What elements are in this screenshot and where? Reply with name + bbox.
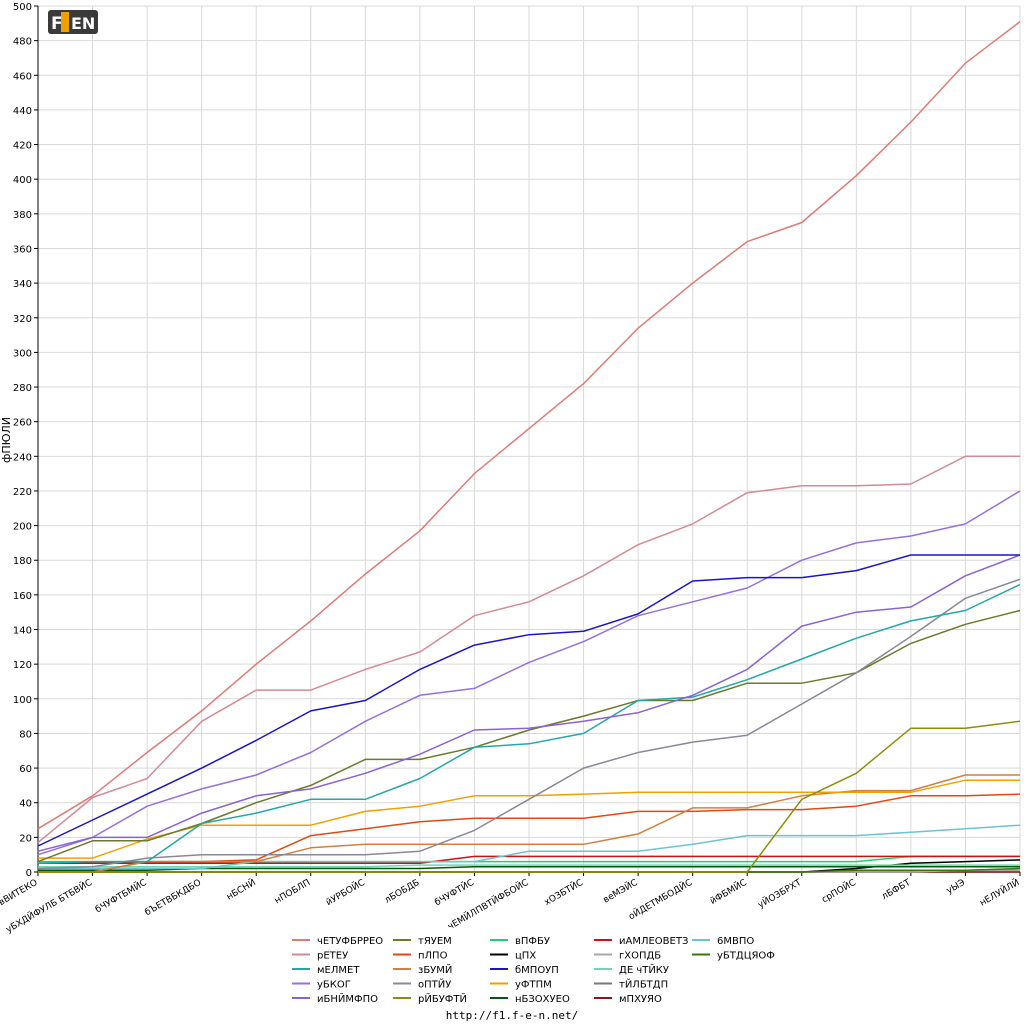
series-line	[37, 490, 1021, 856]
legend-label: рЙБУФТЙ	[418, 992, 467, 1005]
legend-label: рЕТЕУ	[317, 951, 348, 962]
svg-text:EN: EN	[71, 14, 95, 33]
y-tick-labels: 0 20 40 60 80 100 120 140 160 180 200 220 240 260 280 3…	[13, 2, 32, 879]
x-tick-label: уБХДЙФУЛБ БТБВЙС	[4, 876, 94, 935]
x-tick-label: бЪЕТВБКДБО	[143, 878, 203, 918]
y-tick-label: 160	[13, 591, 32, 602]
y-tick-label: 40	[19, 799, 32, 810]
series-line	[38, 774, 1020, 873]
y-tick-label: 420	[13, 141, 32, 152]
f1en-logo: F EN	[48, 8, 100, 36]
legend-label: оПТЙУ	[418, 978, 451, 991]
legend-label: иАМЛЕОВЕТЗ	[619, 936, 688, 947]
x-tick-label: уЙОЗБРХТ	[756, 876, 804, 911]
y-tick-label: 20	[19, 833, 32, 844]
legend-label: цПХ	[515, 951, 536, 962]
series-line	[37, 578, 1021, 870]
x-tick-label: вВИТЕКО	[0, 878, 40, 908]
legend-label: мПХУЯО	[619, 994, 662, 1005]
series-line	[38, 855, 1020, 865]
y-tick-label: 320	[13, 314, 32, 325]
y-tick-label: 480	[13, 37, 32, 48]
grid-lines	[37, 5, 1021, 873]
legend-label: ДЕ чТЙКУ	[619, 963, 669, 976]
y-tick-label: 460	[13, 71, 32, 82]
y-tick-label: 340	[13, 279, 32, 290]
y-tick-label: 220	[13, 487, 32, 498]
x-tick-label: уЫЭ	[945, 878, 967, 896]
legend-label: тЙЛБТДП	[619, 978, 668, 991]
series-line	[37, 554, 1021, 852]
footer-url[interactable]: http://f1.f-e-n.net/	[445, 1009, 579, 1022]
series-lines	[37, 21, 1021, 873]
legend-label: вПФБУ	[515, 936, 550, 947]
x-tick-label: йФБМЙС	[708, 876, 749, 907]
series-line	[38, 779, 1020, 859]
x-tick-label: бЧУФТЙС	[432, 876, 476, 908]
y-tick-label: 440	[13, 106, 32, 117]
series-line	[37, 21, 1021, 830]
legend-label: тЯУЕМ	[418, 936, 452, 947]
series-line	[37, 583, 1021, 865]
y-axis-label: фПЮЛИ	[0, 417, 13, 463]
x-tick-label: хОЗБТЙС	[542, 876, 585, 908]
series-line	[38, 864, 1020, 868]
series-line	[37, 554, 1020, 847]
y-tick-label: 60	[19, 764, 32, 775]
y-tick-label: 260	[13, 418, 32, 429]
x-tick-label: нПОБЛП	[273, 878, 312, 906]
y-tick-label: 140	[13, 626, 32, 637]
legend-label: уФТПМ	[515, 980, 552, 991]
y-tick-label: 0	[26, 868, 32, 879]
x-tick-label: веМЭЙС	[601, 876, 640, 905]
legend-label: уБКОГ	[317, 980, 351, 991]
legend-label: чЕТУФБРРЕО	[317, 936, 383, 947]
legend-label: мЕЛМЕТ	[317, 965, 360, 976]
legend-label: гХОПДБ	[619, 951, 661, 962]
x-tick-label: лБФБТ	[880, 878, 913, 903]
y-tick-label: 120	[13, 660, 32, 671]
legend-label: нБЗОХУЕО	[515, 994, 570, 1005]
axes	[34, 5, 1021, 876]
legend-label: уБТДЦЯОФ	[717, 951, 775, 962]
x-tick-label: бЧУФТБМЙС	[93, 876, 149, 915]
x-tick-label: йУРБОЙС	[324, 876, 367, 908]
y-tick-label: 200	[13, 522, 32, 533]
x-tick-label: нЕЛУЙЛЙ	[977, 876, 1021, 908]
legend-label: 6МВПО	[717, 936, 754, 947]
svg-text:F: F	[51, 14, 63, 34]
y-tick-label: 80	[19, 729, 32, 740]
legend-label: бМПОУП	[515, 965, 559, 976]
series-line	[38, 824, 1021, 870]
y-tick-label: 300	[13, 348, 32, 359]
logo-image: F EN	[48, 10, 98, 34]
y-tick-label: 280	[13, 383, 32, 394]
y-tick-label: 500	[13, 2, 32, 13]
y-tick-label: 240	[13, 452, 32, 463]
y-tick-label: 380	[13, 210, 32, 221]
series-line	[37, 455, 1020, 844]
y-tick-label: 180	[13, 556, 32, 567]
x-tick-label: лБОБДБ	[383, 878, 421, 906]
y-tick-label: 400	[13, 175, 32, 186]
legend-label: иБНЙМФПО	[317, 992, 378, 1005]
legend-label: пЛПО	[418, 951, 448, 962]
x-tick-label: срПОЙС	[819, 876, 858, 905]
y-tick-label: 360	[13, 244, 32, 255]
legend-label: зБУМЙ	[418, 963, 452, 976]
series-line	[38, 720, 1021, 873]
x-tick-label: нБСНЙ	[224, 876, 258, 902]
y-tick-label: 100	[13, 695, 32, 706]
